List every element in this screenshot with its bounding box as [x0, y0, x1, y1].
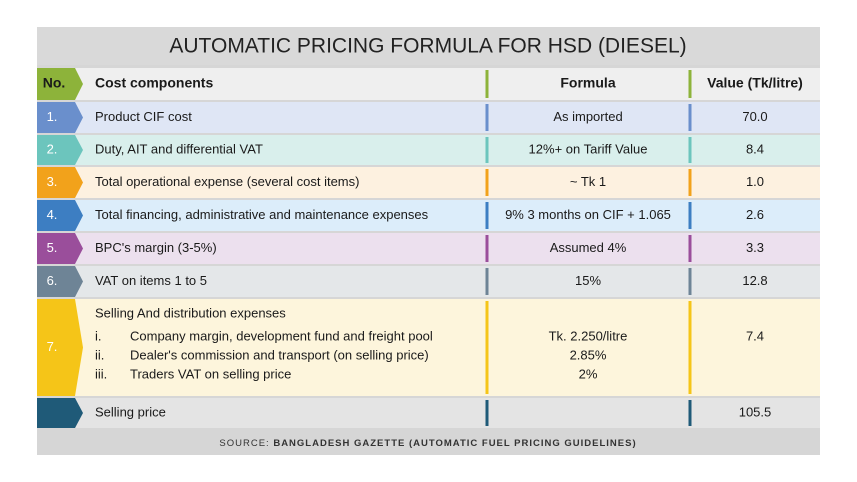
row-badge [37, 299, 83, 396]
header-value: Value (Tk/litre) [707, 75, 803, 91]
row-formula: 2.85% [570, 347, 607, 362]
column-divider [485, 268, 489, 295]
item-marker: ii. [95, 347, 104, 362]
item-text: Company margin, development fund and fre… [130, 328, 433, 343]
item-marker: i. [95, 328, 102, 343]
source-label: SOURCE: [219, 438, 269, 449]
column-divider [688, 169, 692, 196]
row-badge [37, 266, 83, 297]
item-text: Dealer's commission and transport (on se… [130, 347, 429, 362]
row-component: Product CIF cost [95, 109, 192, 124]
header-component: Cost components [95, 75, 213, 91]
title: AUTOMATIC PRICING FORMULA FOR HSD (DIESE… [169, 35, 686, 58]
row-badge [37, 233, 83, 264]
row-formula: 9% 3 months on CIF + 1.065 [505, 207, 671, 222]
column-divider [688, 202, 692, 229]
row-component: BPC's margin (3-5%) [95, 240, 217, 255]
column-divider [688, 400, 692, 426]
row-value: 2.6 [746, 207, 764, 222]
column-divider [485, 202, 489, 229]
row-badge [37, 102, 83, 133]
row-value: 1.0 [746, 174, 764, 189]
row-component: VAT on items 1 to 5 [95, 273, 207, 288]
row-formula: Tk. 2.250/litre [549, 328, 628, 343]
column-divider [485, 137, 489, 163]
row-value: 105.5 [739, 404, 772, 419]
row-component: Total financing, administrative and main… [95, 207, 429, 222]
row-badge [37, 68, 83, 100]
row-number: 1. [47, 109, 58, 124]
row-formula: 2% [579, 366, 598, 381]
item-marker: iii. [95, 366, 107, 381]
row-value: 8.4 [746, 141, 764, 156]
column-divider [688, 104, 692, 131]
row-formula: 12%+ on Tariff Value [529, 141, 648, 156]
source: SOURCE: BANGLADESH GAZETTE (AUTOMATIC FU… [219, 438, 636, 449]
row-formula: ~ Tk 1 [570, 174, 606, 189]
column-divider [688, 137, 692, 163]
row-value: 3.3 [746, 240, 764, 255]
column-divider [485, 169, 489, 196]
row-number: 3. [47, 174, 58, 189]
row-component: Total operational expense (several cost … [95, 174, 359, 189]
column-divider [485, 235, 489, 262]
row-badge [37, 167, 83, 198]
row-value: 12.8 [742, 273, 767, 288]
column-divider [688, 301, 692, 394]
row-badge [37, 135, 83, 165]
column-divider [688, 235, 692, 262]
column-divider [485, 301, 489, 394]
row-number: 6. [47, 273, 58, 288]
row-component: Duty, AIT and differential VAT [95, 141, 263, 156]
row-number: 5. [47, 240, 58, 255]
row-formula: Assumed 4% [550, 240, 627, 255]
row-formula: As imported [553, 109, 622, 124]
column-divider [688, 70, 692, 98]
row-badge [37, 398, 83, 428]
row-number: 2. [47, 141, 58, 156]
row-formula: 15% [575, 273, 601, 288]
column-divider [485, 400, 489, 426]
header-formula: Formula [560, 75, 615, 91]
column-divider [688, 268, 692, 295]
item-text: Traders VAT on selling price [130, 366, 291, 381]
row-component: Selling price [95, 404, 166, 419]
title-band [37, 27, 820, 65]
row-number: 7. [47, 339, 58, 354]
row-value: 7.4 [746, 328, 764, 343]
row-value: 70.0 [742, 109, 767, 124]
source-text: BANGLADESH GAZETTE (AUTOMATIC FUEL PRICI… [273, 438, 636, 449]
row-badge [37, 200, 83, 231]
row-number: 4. [47, 207, 58, 222]
header-no: No. [43, 75, 66, 91]
column-divider [485, 104, 489, 131]
row-component: Selling And distribution expenses [95, 305, 286, 320]
column-divider [485, 70, 489, 98]
